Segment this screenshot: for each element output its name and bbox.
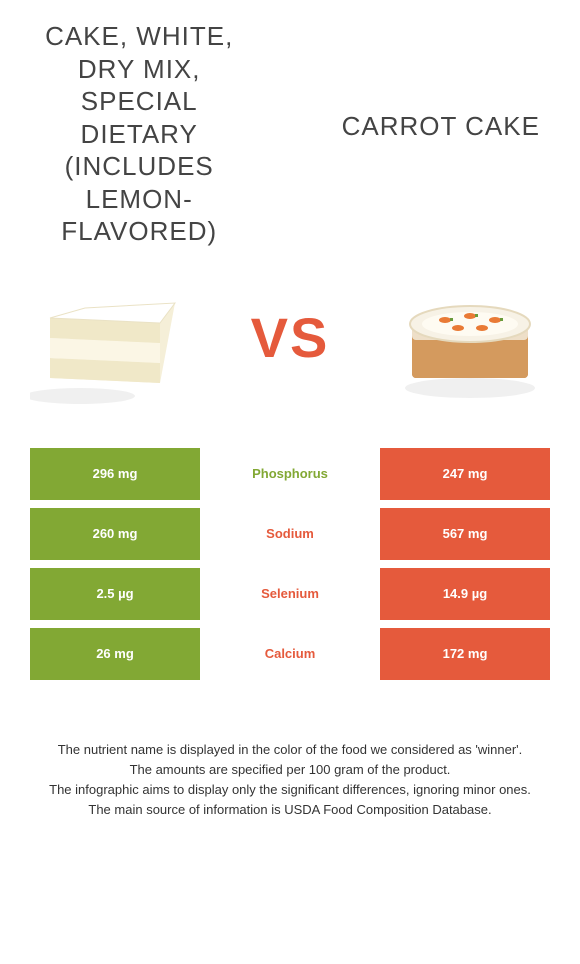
value-right: 172 mg [380, 628, 550, 680]
value-left: 26 mg [30, 628, 200, 680]
food-title-left: CAKE, WHITE, DRY MIX, SPECIAL DIETARY (I… [30, 20, 248, 248]
footer-notes: The nutrient name is displayed in the co… [30, 740, 550, 821]
value-left: 296 mg [30, 448, 200, 500]
value-right: 567 mg [380, 508, 550, 560]
table-row: 2.5 µg Selenium 14.9 µg [30, 568, 550, 620]
table-row: 26 mg Calcium 172 mg [30, 628, 550, 680]
value-left: 260 mg [30, 508, 200, 560]
comparison-table: 296 mg Phosphorus 247 mg 260 mg Sodium 5… [30, 448, 550, 680]
value-right: 247 mg [380, 448, 550, 500]
nutrient-label: Selenium [200, 568, 380, 620]
nutrient-label: Calcium [200, 628, 380, 680]
food-image-left [30, 268, 190, 408]
value-right: 14.9 µg [380, 568, 550, 620]
table-row: 260 mg Sodium 567 mg [30, 508, 550, 560]
nutrient-label: Sodium [200, 508, 380, 560]
food-image-right [390, 268, 550, 408]
nutrient-label: Phosphorus [200, 448, 380, 500]
food-title-right: CARROT CAKE [332, 20, 550, 143]
footer-line: The main source of information is USDA F… [30, 800, 550, 820]
footer-line: The infographic aims to display only the… [30, 780, 550, 800]
value-left: 2.5 µg [30, 568, 200, 620]
footer-line: The nutrient name is displayed in the co… [30, 740, 550, 760]
footer-line: The amounts are specified per 100 gram o… [30, 760, 550, 780]
table-row: 296 mg Phosphorus 247 mg [30, 448, 550, 500]
vs-label: VS [251, 305, 330, 370]
